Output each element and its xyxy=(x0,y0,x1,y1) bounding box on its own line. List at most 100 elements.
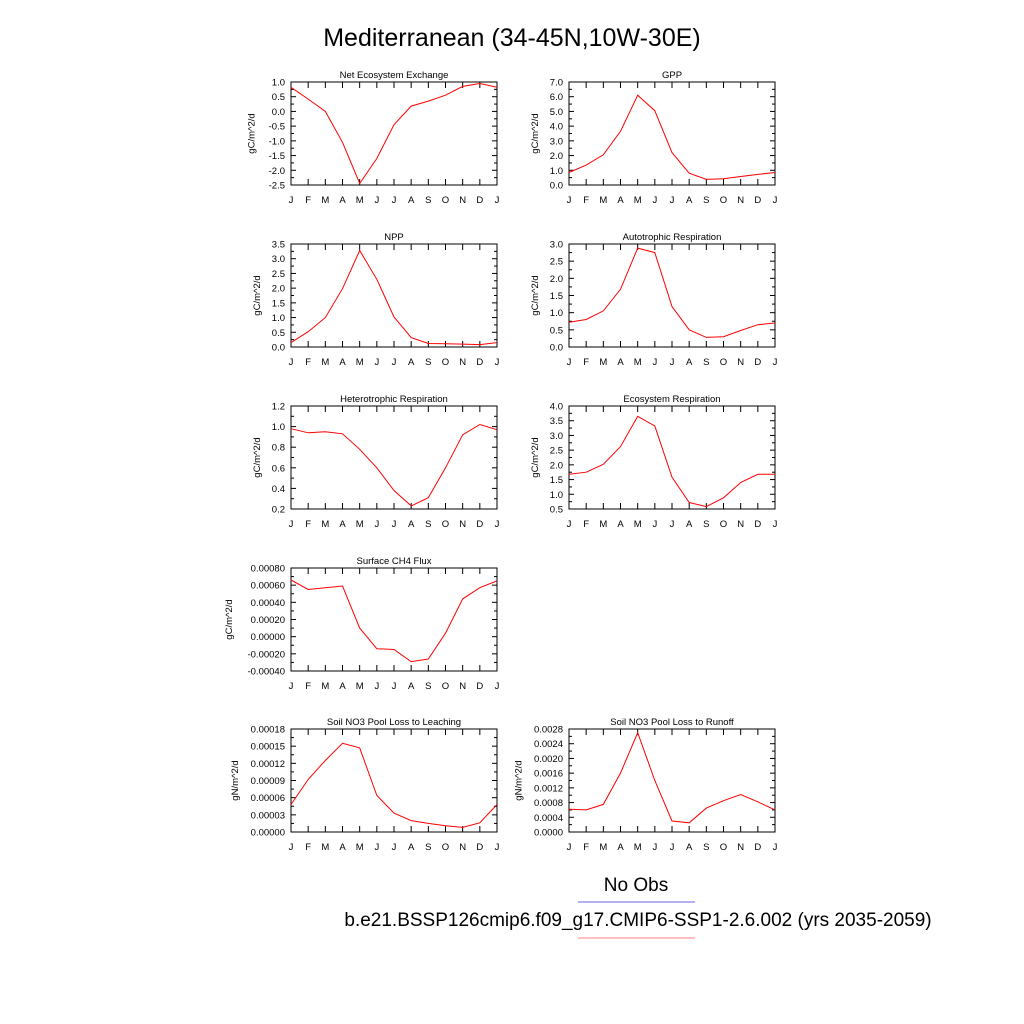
x-tick-label: S xyxy=(425,681,431,692)
y-tick-label: 0.00003 xyxy=(251,810,285,821)
y-tick-label: 2.5 xyxy=(550,446,563,457)
x-tick-label: O xyxy=(720,357,727,368)
x-tick-label: F xyxy=(305,195,311,206)
plot-frame xyxy=(290,81,498,186)
x-tick-label: A xyxy=(686,519,693,530)
y-tick-label: -2.0 xyxy=(269,166,285,177)
x-tick-label: J xyxy=(567,519,572,530)
x-tick-label: J xyxy=(392,195,397,206)
y-tick-label: 0.5 xyxy=(550,325,563,336)
y-tick-label: -1.0 xyxy=(269,136,285,147)
legend: No Obs b.e21.BSSP126cmip6.f09_g17.CMIP6-… xyxy=(344,875,932,939)
panel-title: Soil NO3 Pool Loss to Leaching xyxy=(327,717,461,728)
x-tick-label: M xyxy=(356,519,364,530)
y-tick-label: 0.0016 xyxy=(534,769,563,780)
x-tick-label: O xyxy=(442,357,449,368)
y-tick-label: 0.8 xyxy=(272,443,285,454)
y-tick-label: 0.5 xyxy=(272,92,285,103)
x-tick-label: J xyxy=(495,357,500,368)
y-tick-label: 3.5 xyxy=(550,416,563,427)
x-tick-label: J xyxy=(495,519,500,530)
x-tick-label: J xyxy=(374,195,379,206)
y-tick-label: 0.0 xyxy=(550,343,563,354)
series-line xyxy=(290,579,498,663)
x-tick-label: J xyxy=(392,519,397,530)
x-tick-label: A xyxy=(686,842,693,853)
series-line xyxy=(568,94,776,180)
x-tick-label: A xyxy=(686,195,693,206)
x-tick-label: M xyxy=(356,195,364,206)
y-tick-label: 5.0 xyxy=(550,107,563,118)
x-tick-label: A xyxy=(617,519,624,530)
x-tick-label: A xyxy=(339,357,346,368)
y-axis-label: gC/m^2/d xyxy=(247,113,258,153)
panel-title: Heterotrophic Respiration xyxy=(340,394,448,405)
y-tick-label: 1.5 xyxy=(550,475,563,486)
y-tick-label: -0.5 xyxy=(269,122,285,133)
y-tick-label: 0.0012 xyxy=(534,783,563,794)
y-tick-label: 1.0 xyxy=(550,308,563,319)
series-line xyxy=(290,249,498,346)
x-tick-label: M xyxy=(321,357,329,368)
x-tick-label: F xyxy=(583,519,589,530)
x-tick-label: S xyxy=(703,519,709,530)
x-tick-label: J xyxy=(652,842,657,853)
panel-heterotrophic-respiration: Heterotrophic Respiration 1.2 1.0 0.8 0.6 0.4… xyxy=(252,394,499,530)
x-tick-label: J xyxy=(652,519,657,530)
x-tick-label: J xyxy=(495,195,500,206)
x-tick-label: N xyxy=(737,357,744,368)
x-tick-label: N xyxy=(737,195,744,206)
y-tick-label: 2.5 xyxy=(550,257,563,268)
x-tick-label: N xyxy=(459,842,466,853)
x-tick-label: A xyxy=(408,519,415,530)
x-tick-label: D xyxy=(754,357,761,368)
panel-title: Autotrophic Respiration xyxy=(623,232,722,243)
x-tick-label: J xyxy=(670,357,675,368)
panel-net-ecosystem-exchange: Net Ecosystem Exchange 1.0 0.5 0.0 -0.5 -1.0 -… xyxy=(247,70,500,206)
x-tick-label: M xyxy=(599,842,607,853)
x-tick-label: D xyxy=(476,519,483,530)
x-tick-label: O xyxy=(720,842,727,853)
panel-title: GPP xyxy=(662,70,682,81)
plot-frame xyxy=(290,728,498,833)
x-tick-label: F xyxy=(305,357,311,368)
x-tick-label: A xyxy=(339,842,346,853)
y-tick-label: 0.00040 xyxy=(251,598,285,609)
x-tick-label: S xyxy=(425,519,431,530)
y-tick-label: 1.5 xyxy=(272,298,285,309)
x-tick-label: M xyxy=(321,519,329,530)
y-tick-label: 3.0 xyxy=(550,136,563,147)
y-tick-label: 1.5 xyxy=(550,291,563,302)
x-tick-label: O xyxy=(442,681,449,692)
y-tick-label: 0.0 xyxy=(550,181,563,192)
x-tick-label: F xyxy=(583,842,589,853)
x-tick-label: F xyxy=(305,681,311,692)
x-tick-label: J xyxy=(495,681,500,692)
x-tick-label: N xyxy=(737,842,744,853)
x-tick-label: A xyxy=(617,357,624,368)
x-tick-label: A xyxy=(339,519,346,530)
x-tick-label: J xyxy=(773,842,778,853)
y-tick-label: 1.0 xyxy=(272,78,285,89)
y-tick-label: 1.0 xyxy=(550,166,563,177)
x-tick-label: M xyxy=(321,195,329,206)
y-tick-label: 7.0 xyxy=(550,78,563,89)
x-tick-label: J xyxy=(652,195,657,206)
x-tick-label: M xyxy=(634,357,642,368)
x-tick-label: J xyxy=(670,519,675,530)
y-tick-label: 0.0020 xyxy=(534,754,563,765)
plot-frame xyxy=(568,405,776,510)
x-tick-label: J xyxy=(567,842,572,853)
x-tick-label: O xyxy=(442,519,449,530)
y-axis-label: gC/m^2/d xyxy=(252,437,263,477)
y-tick-label: 0.0000 xyxy=(534,828,563,839)
y-tick-label: 3.0 xyxy=(550,240,563,251)
plot-frame xyxy=(568,243,776,348)
plot-frame xyxy=(290,567,498,672)
x-tick-label: M xyxy=(321,681,329,692)
x-tick-label: S xyxy=(703,195,709,206)
x-tick-label: J xyxy=(652,357,657,368)
